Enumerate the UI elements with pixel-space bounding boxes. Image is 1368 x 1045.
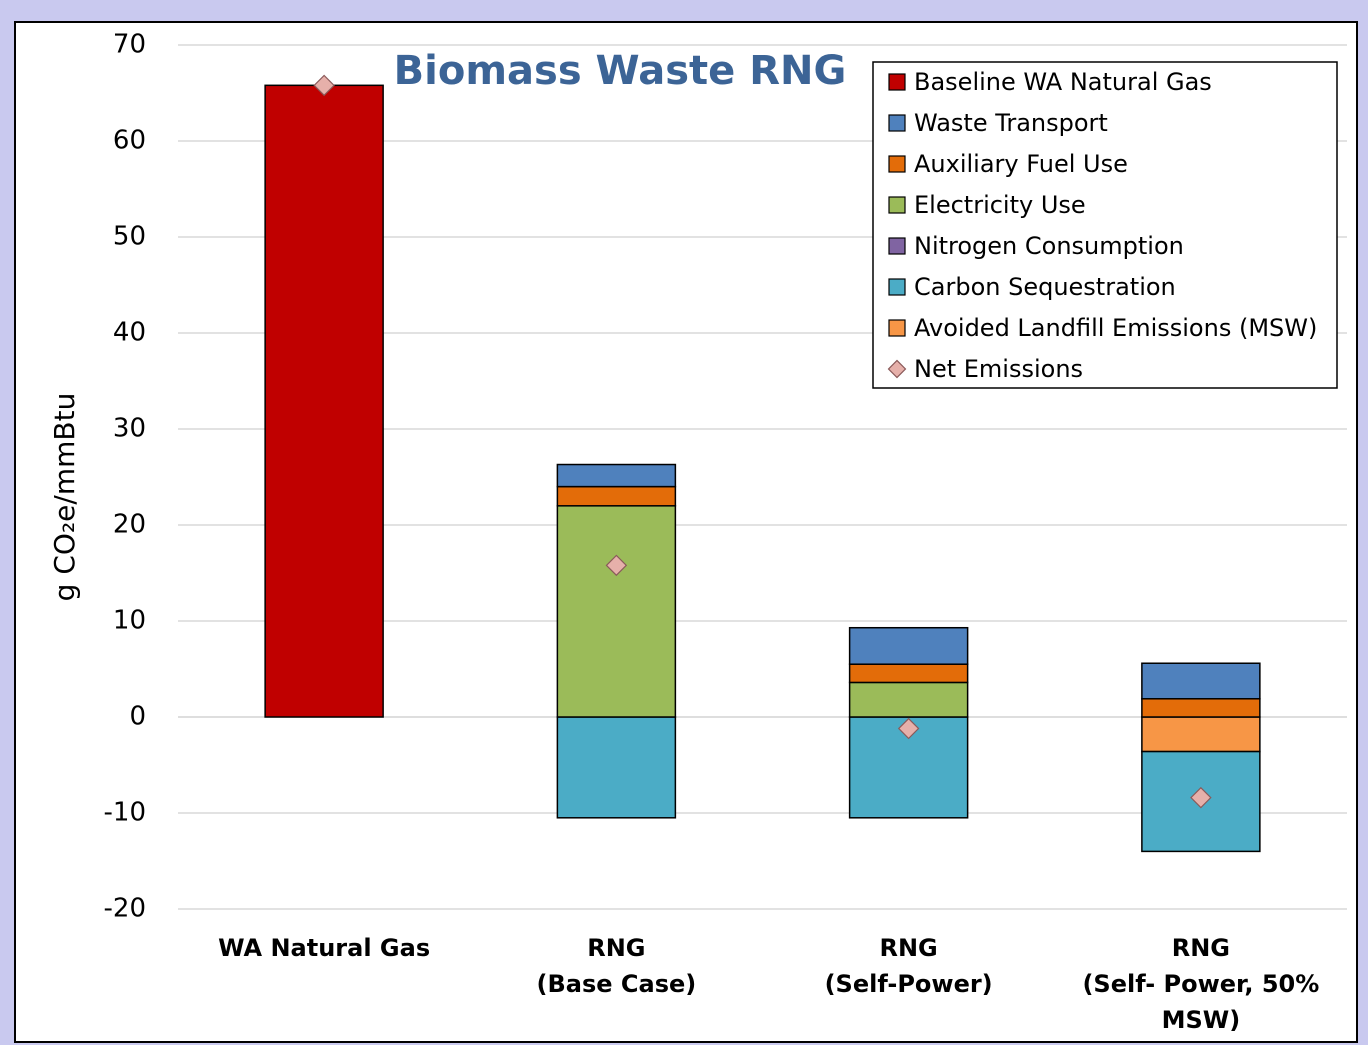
y-tick-label: 20 <box>113 510 146 540</box>
legend-label: Auxiliary Fuel Use <box>914 150 1128 178</box>
legend-box <box>872 61 1338 389</box>
legend-swatch <box>887 359 907 379</box>
bar-segment <box>848 663 969 684</box>
y-tick-label: 40 <box>113 318 146 348</box>
legend-swatch <box>888 278 906 296</box>
legend-swatch <box>888 73 906 91</box>
legend-label: Nitrogen Consumption <box>914 232 1184 260</box>
net-marker <box>605 554 628 577</box>
legend-swatch <box>888 319 906 337</box>
y-tick-label: -20 <box>104 894 146 924</box>
x-tick-label: (Self- Power, 50% <box>1082 970 1319 998</box>
bar-segment <box>556 716 677 819</box>
x-tick-label: MSW) <box>1162 1006 1241 1034</box>
legend-swatch <box>888 155 906 173</box>
legend-swatch <box>888 114 906 132</box>
bar-segment <box>848 681 969 718</box>
bar-segment <box>264 84 384 718</box>
legend-label: Net Emissions <box>914 355 1083 383</box>
legend-label: Avoided Landfill Emissions (MSW) <box>914 314 1317 342</box>
legend-label: Carbon Sequestration <box>914 273 1176 301</box>
net-marker <box>1190 786 1212 809</box>
y-tick-label: 0 <box>129 702 146 732</box>
x-tick-label: (Self-Power) <box>825 970 993 998</box>
bar-segment <box>1141 698 1261 718</box>
net-marker <box>313 74 335 97</box>
bar-segment <box>556 485 677 507</box>
bar-segment <box>848 626 969 665</box>
y-tick-label: 50 <box>113 222 146 252</box>
x-tick-label: WA Natural Gas <box>218 934 430 962</box>
y-tick-label: 60 <box>113 126 146 156</box>
bar-segment <box>556 505 677 718</box>
y-tick-label: 30 <box>113 414 146 444</box>
legend-swatch <box>888 196 906 214</box>
bar-segment <box>1141 662 1261 700</box>
legend-label: Baseline WA Natural Gas <box>914 68 1212 96</box>
x-tick-label: RNG <box>587 934 645 962</box>
y-axis-label: g CO₂e/mmBtu <box>48 393 81 602</box>
chart-title: Biomass Waste RNG <box>394 48 847 94</box>
x-tick-label: (Base Case) <box>537 970 697 998</box>
y-tick-label: 10 <box>113 606 146 636</box>
legend-swatch <box>888 237 906 255</box>
x-tick-label: RNG <box>1172 934 1230 962</box>
legend-label: Waste Transport <box>914 109 1108 137</box>
net-marker <box>897 717 920 740</box>
x-tick-label: RNG <box>879 934 937 962</box>
bar-segment <box>556 463 677 488</box>
bar-segment <box>1141 716 1261 753</box>
y-tick-label: -10 <box>104 798 146 828</box>
legend-label: Electricity Use <box>914 191 1086 219</box>
y-tick-label: 70 <box>113 30 146 60</box>
